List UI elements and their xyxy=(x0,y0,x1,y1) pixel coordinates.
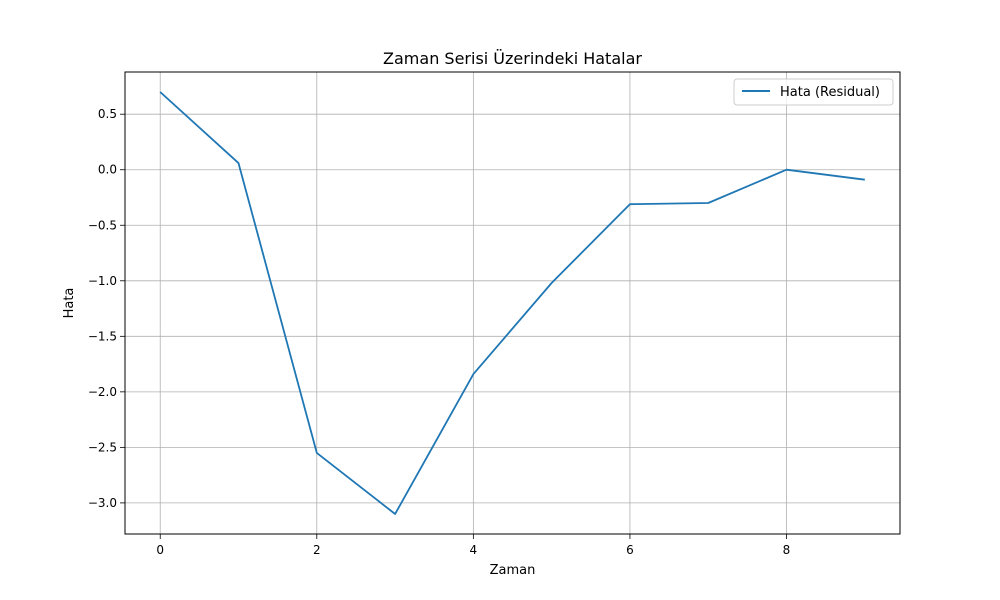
series-line-residual xyxy=(159,91,865,515)
y-tick-label: −1.0 xyxy=(88,274,117,288)
y-tick-label: −0.5 xyxy=(88,218,117,232)
y-tick-label: −3.0 xyxy=(88,496,117,510)
data-point xyxy=(394,513,396,515)
data-point xyxy=(785,169,787,171)
legend-box xyxy=(733,78,894,106)
legend: Hata (Residual) xyxy=(733,78,894,106)
x-tick-label: 4 xyxy=(470,543,478,557)
plot-area-frame xyxy=(124,71,901,535)
chart-title: Zaman Serisi Üzerindeki Hatalar xyxy=(383,49,642,68)
y-axis-label: Hata xyxy=(62,288,77,319)
data-point xyxy=(707,202,709,204)
x-tick-label: 0 xyxy=(156,543,164,557)
x-tick-label: 6 xyxy=(626,543,634,557)
data-point xyxy=(316,452,318,454)
axis-ticks: 0 2 4 6 8 0.5 0.0 −0.5 −1.0 −1.5 −2.0 −2.5 −3.0 xyxy=(88,107,790,557)
x-tick-label: 8 xyxy=(783,543,791,557)
y-tick-label: −1.5 xyxy=(88,329,117,343)
data-point xyxy=(551,282,553,284)
x-tick-label: 2 xyxy=(313,543,321,557)
y-tick-label: 0.0 xyxy=(98,163,117,177)
data-point xyxy=(238,162,240,164)
data-point xyxy=(472,373,474,375)
x-axis-label: Zaman xyxy=(490,563,536,578)
data-point xyxy=(864,179,866,181)
data-point xyxy=(629,203,631,205)
data-point xyxy=(159,91,161,93)
grid xyxy=(125,72,900,534)
y-tick-label: −2.0 xyxy=(88,385,117,399)
y-tick-label: −2.5 xyxy=(88,440,117,454)
y-tick-label: 0.5 xyxy=(98,107,117,121)
legend-label: Hata (Residual) xyxy=(780,85,880,100)
series-layer xyxy=(159,91,866,515)
